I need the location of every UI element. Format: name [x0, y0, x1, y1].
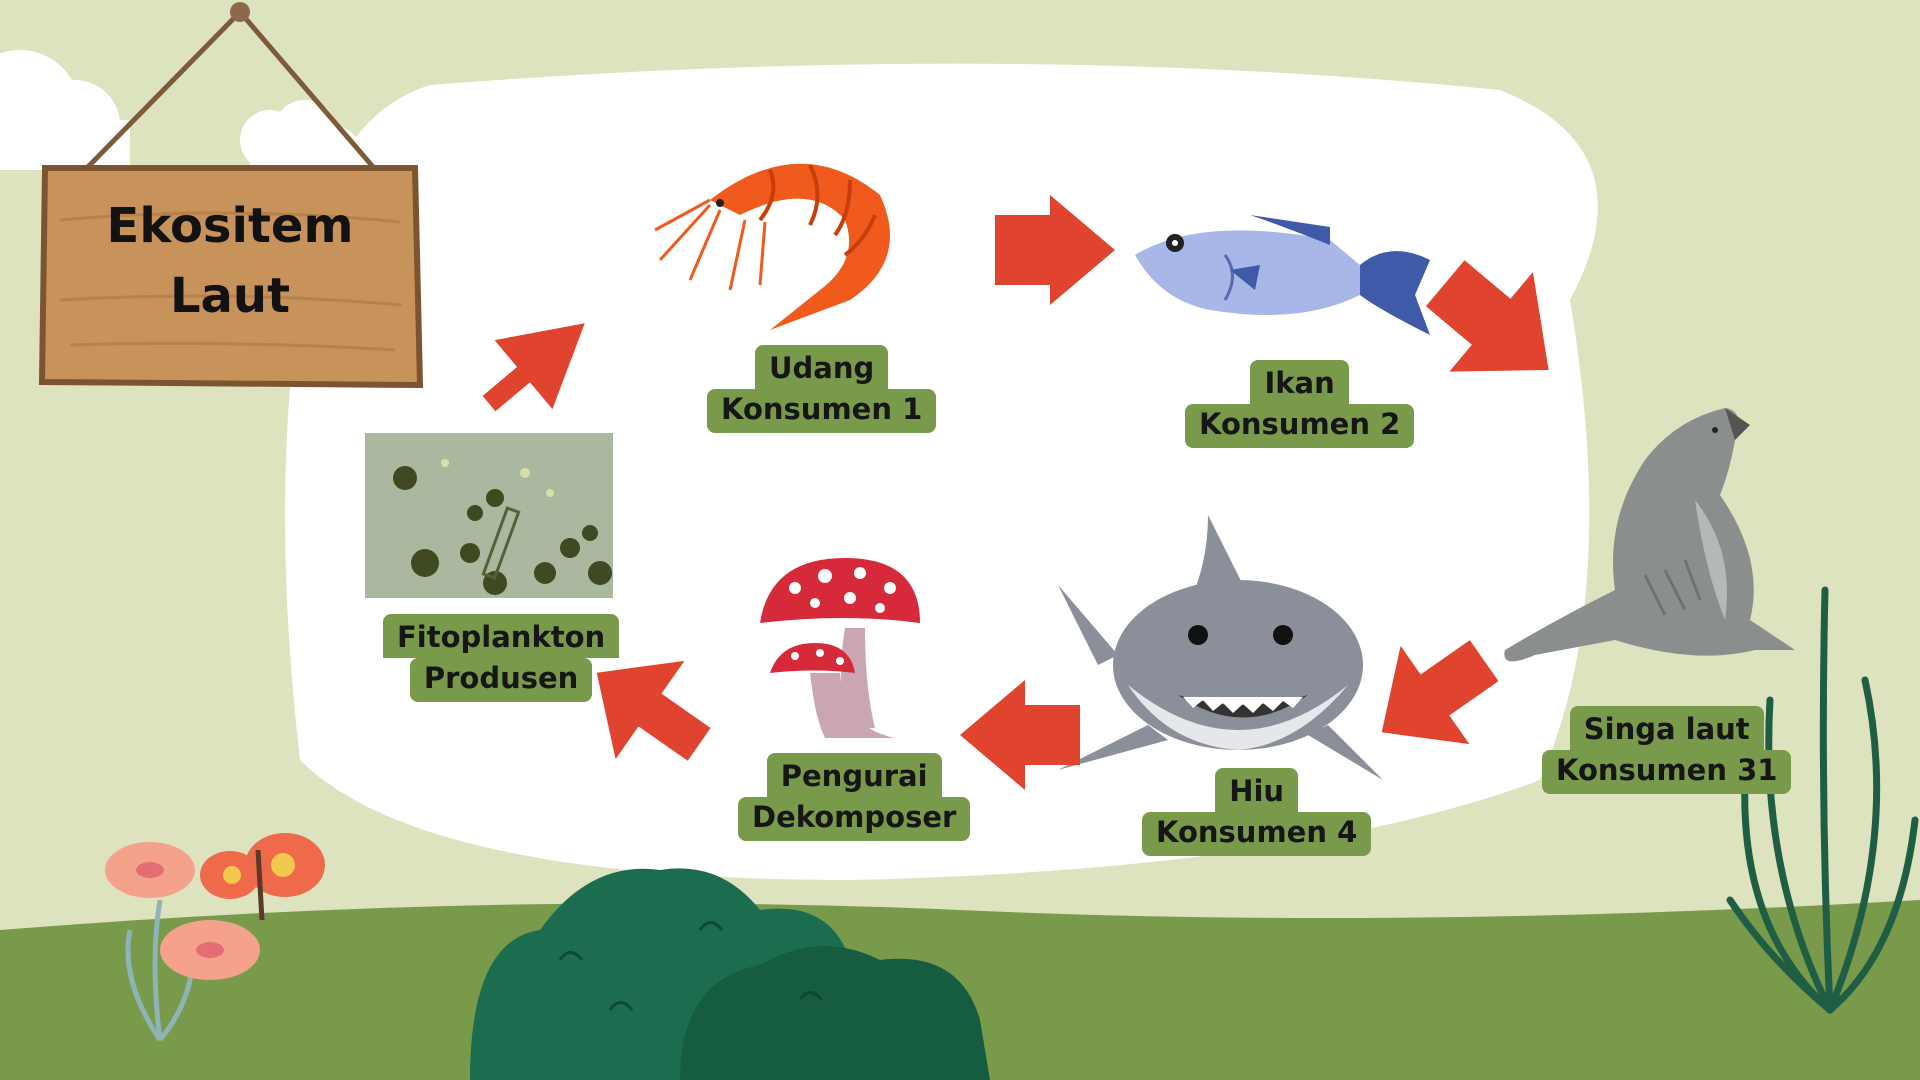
label-decomposer-line1: Pengurai: [766, 753, 942, 797]
label-decomposer-line2: Dekomposer: [738, 797, 971, 841]
shrimp-icon: [654, 163, 890, 330]
sign-title-line2: Laut: [169, 268, 291, 324]
label-fish: Ikan Konsumen 2: [1185, 360, 1415, 448]
label-shark: Hiu Konsumen 4: [1142, 768, 1372, 856]
arrow-fish-to-sealion: [1425, 260, 1549, 372]
arrow-shrimp-to-fish: [995, 195, 1115, 305]
label-sealion-line2: Konsumen 31: [1542, 750, 1792, 794]
label-producer: Fitoplankton Produsen: [383, 614, 620, 702]
arrow-shark-to-decomposer: [960, 680, 1080, 790]
label-producer-line1: Fitoplankton: [383, 614, 620, 658]
sea-lion-icon: [1504, 408, 1795, 662]
label-shark-line2: Konsumen 4: [1142, 812, 1372, 856]
mushroom-icon: [760, 558, 920, 738]
arrow-sealion-to-shark: [1381, 640, 1499, 745]
bush: [470, 868, 990, 1080]
label-shark-line1: Hiu: [1215, 768, 1299, 812]
label-shrimp: Udang Konsumen 1: [707, 345, 937, 433]
flowers-butterfly: [105, 833, 325, 1042]
sign-title-line1: Ekositem: [106, 198, 354, 254]
label-shrimp-line1: Udang: [754, 345, 889, 389]
seaweed-plant: [1726, 586, 1919, 1014]
arrow-decomposer-to-producer: [596, 660, 711, 761]
hanging-sign-icon: [38, 2, 424, 389]
label-fish-line2: Konsumen 2: [1185, 404, 1415, 448]
shark-icon: [1058, 515, 1383, 780]
label-sealion-line1: Singa laut: [1569, 706, 1764, 750]
arrow-producer-to-shrimp: [482, 323, 585, 412]
fish-icon: [1135, 215, 1430, 335]
label-shrimp-line2: Konsumen 1: [707, 389, 937, 433]
title-sign: Ekositem Laut: [30, 0, 430, 400]
phytoplankton-image: [365, 433, 613, 598]
label-sealion: Singa laut Konsumen 31: [1542, 706, 1792, 794]
label-decomposer: Pengurai Dekomposer: [738, 753, 971, 841]
label-producer-line2: Produsen: [409, 658, 593, 702]
label-fish-line1: Ikan: [1250, 360, 1349, 404]
